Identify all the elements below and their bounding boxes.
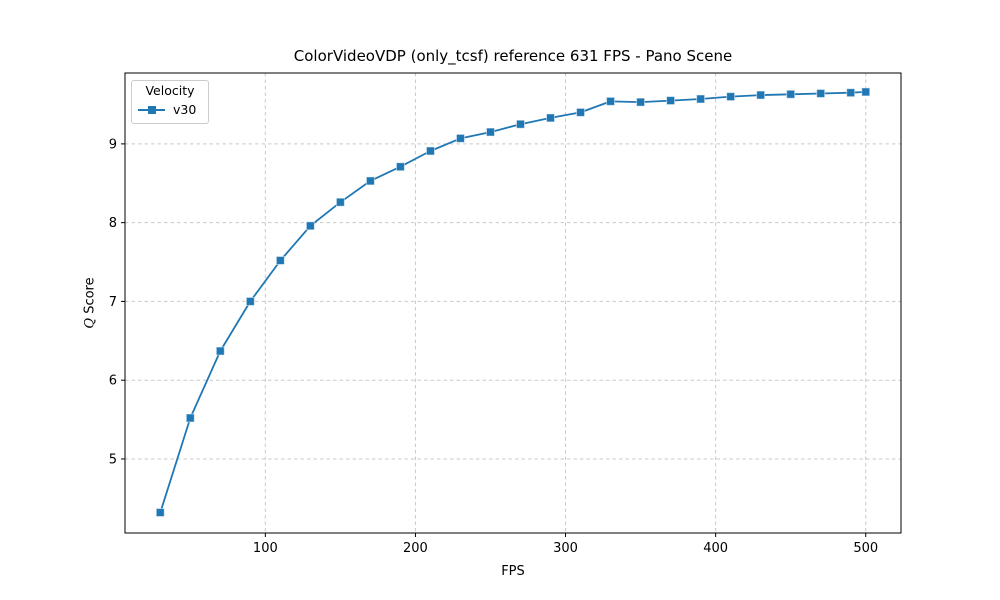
data-point-marker [516,119,526,129]
chart-title: ColorVideoVDP (only_tcsf) reference 631 … [293,47,733,65]
y-tick-label: 9 [109,137,117,152]
x-tick-label: 500 [853,541,878,556]
x-tick-label: 100 [253,541,278,556]
data-point-marker [215,346,225,356]
x-tick-label: 200 [403,541,428,556]
data-point-marker [546,113,556,123]
data-point-marker [786,89,796,99]
data-point-marker [861,87,871,97]
data-point-marker [636,97,646,107]
data-point-marker [576,107,586,117]
legend-title: Velocity [145,83,195,98]
data-point-marker [245,296,255,306]
data-point-marker [275,255,285,265]
data-point-marker [455,133,465,143]
x-axis-label: FPS [501,564,525,579]
y-tick-label: 8 [109,216,117,231]
data-point-marker [485,127,495,137]
data-point-marker [425,146,435,156]
legend-entry-label: v30 [173,102,197,117]
data-point-marker [185,413,195,423]
y-tick-label: 5 [109,452,117,467]
data-point-marker [696,94,706,104]
plot-border [124,72,902,534]
data-point-marker [606,96,616,106]
legend-square-marker-icon [147,105,156,114]
data-point-marker [335,197,345,207]
y-tick-label: 6 [109,374,117,389]
data-point-marker [395,162,405,172]
data-point-marker [365,176,375,186]
data-point-marker [155,508,165,518]
data-point-marker [726,92,736,102]
x-tick-label: 300 [553,541,578,556]
legend-entry: v30 [132,102,208,117]
legend-line-marker-icon [138,105,165,114]
x-tick-label: 400 [703,541,728,556]
legend: Velocity v30 [131,80,209,124]
y-axis-label-text: Q Score [83,277,98,328]
data-point-marker [666,96,676,106]
data-point-marker [305,221,315,231]
data-point-marker [846,88,856,98]
ylabel-italic-part: Q [82,317,98,329]
data-point-marker [756,90,766,100]
y-tick-label: 7 [109,295,117,310]
ylabel-rest-part: Score [82,277,98,318]
data-line [159,91,867,514]
data-point-marker [816,88,826,98]
